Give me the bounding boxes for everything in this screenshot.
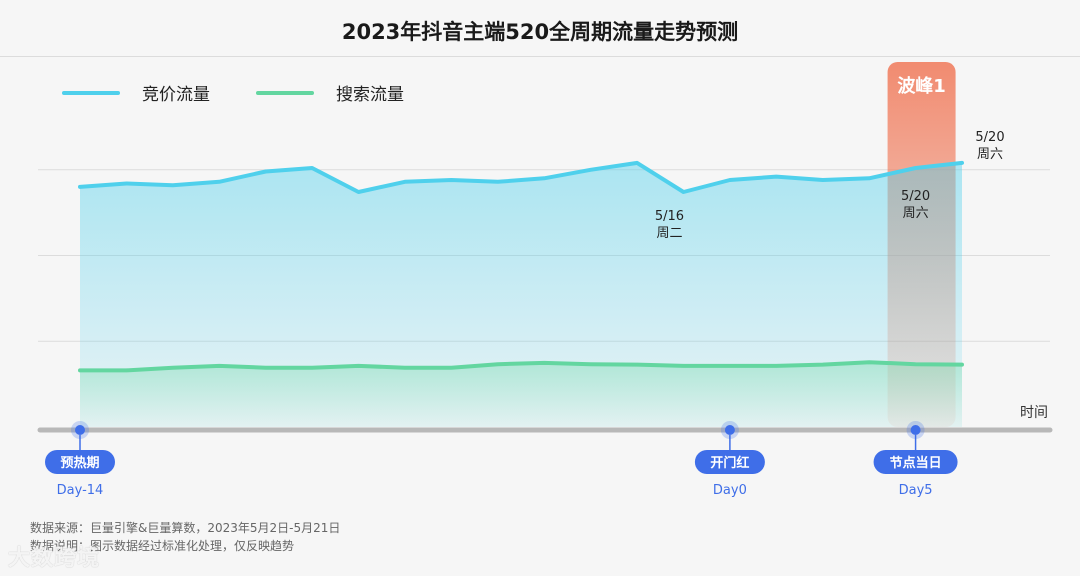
phase-label: 开门红 <box>710 455 749 471</box>
annotation-weekday: 周六 <box>903 206 929 221</box>
timeline-marker <box>75 425 85 435</box>
legend-swatch-bidding <box>62 90 120 95</box>
annotation-date: 5/20 <box>901 189 930 204</box>
legend-swatch-search <box>256 90 314 95</box>
timeline-marker <box>910 425 921 435</box>
timeline-marker <box>724 425 735 435</box>
phase-day-label: Day5 <box>899 483 933 498</box>
peak-highlight-label: 波峰1 <box>897 75 946 97</box>
legend-item-bidding: 竞价流量 <box>62 80 210 105</box>
phase-pill <box>694 450 765 474</box>
series-line-bidding <box>78 160 964 194</box>
annotation-weekday: 周六 <box>977 147 1003 162</box>
legend-item-search: 搜索流量 <box>256 80 404 105</box>
phase-label: 预热期 <box>60 455 99 471</box>
x-axis-label: 时间 <box>1020 405 1048 421</box>
legend-label-search: 搜索流量 <box>336 85 404 105</box>
phase-day-label: Day-14 <box>57 483 104 498</box>
chart-title: 2023年抖音主端520全周期流量走势预测 <box>341 20 739 44</box>
phase-pill <box>873 450 958 474</box>
legend: 竞价流量 搜索流量 <box>62 80 450 105</box>
series-line-search <box>78 360 964 373</box>
source-line: 数据说明：图示数据经过标准化处理，仅反映趋势 <box>30 539 295 553</box>
title-divider <box>0 56 1080 57</box>
phase-pill <box>45 450 115 474</box>
watermark: 大数跨境 <box>8 546 101 571</box>
phase-label: 节点当日 <box>890 455 942 471</box>
data-source-note: 数据来源：巨量引擎&巨量算数，2023年5月2日-5月21日 数据说明：图示数据… <box>30 519 340 555</box>
annotation-weekday: 周二 <box>656 226 682 241</box>
area-search <box>80 362 962 427</box>
area-bidding <box>80 162 962 427</box>
legend-label-bidding: 竞价流量 <box>142 85 210 105</box>
annotation-date: 5/16 <box>655 209 684 224</box>
annotation-date: 5/20 <box>975 130 1004 145</box>
source-line: 数据来源：巨量引擎&巨量算数，2023年5月2日-5月21日 <box>30 521 341 535</box>
phase-day-label: Day0 <box>713 483 747 498</box>
